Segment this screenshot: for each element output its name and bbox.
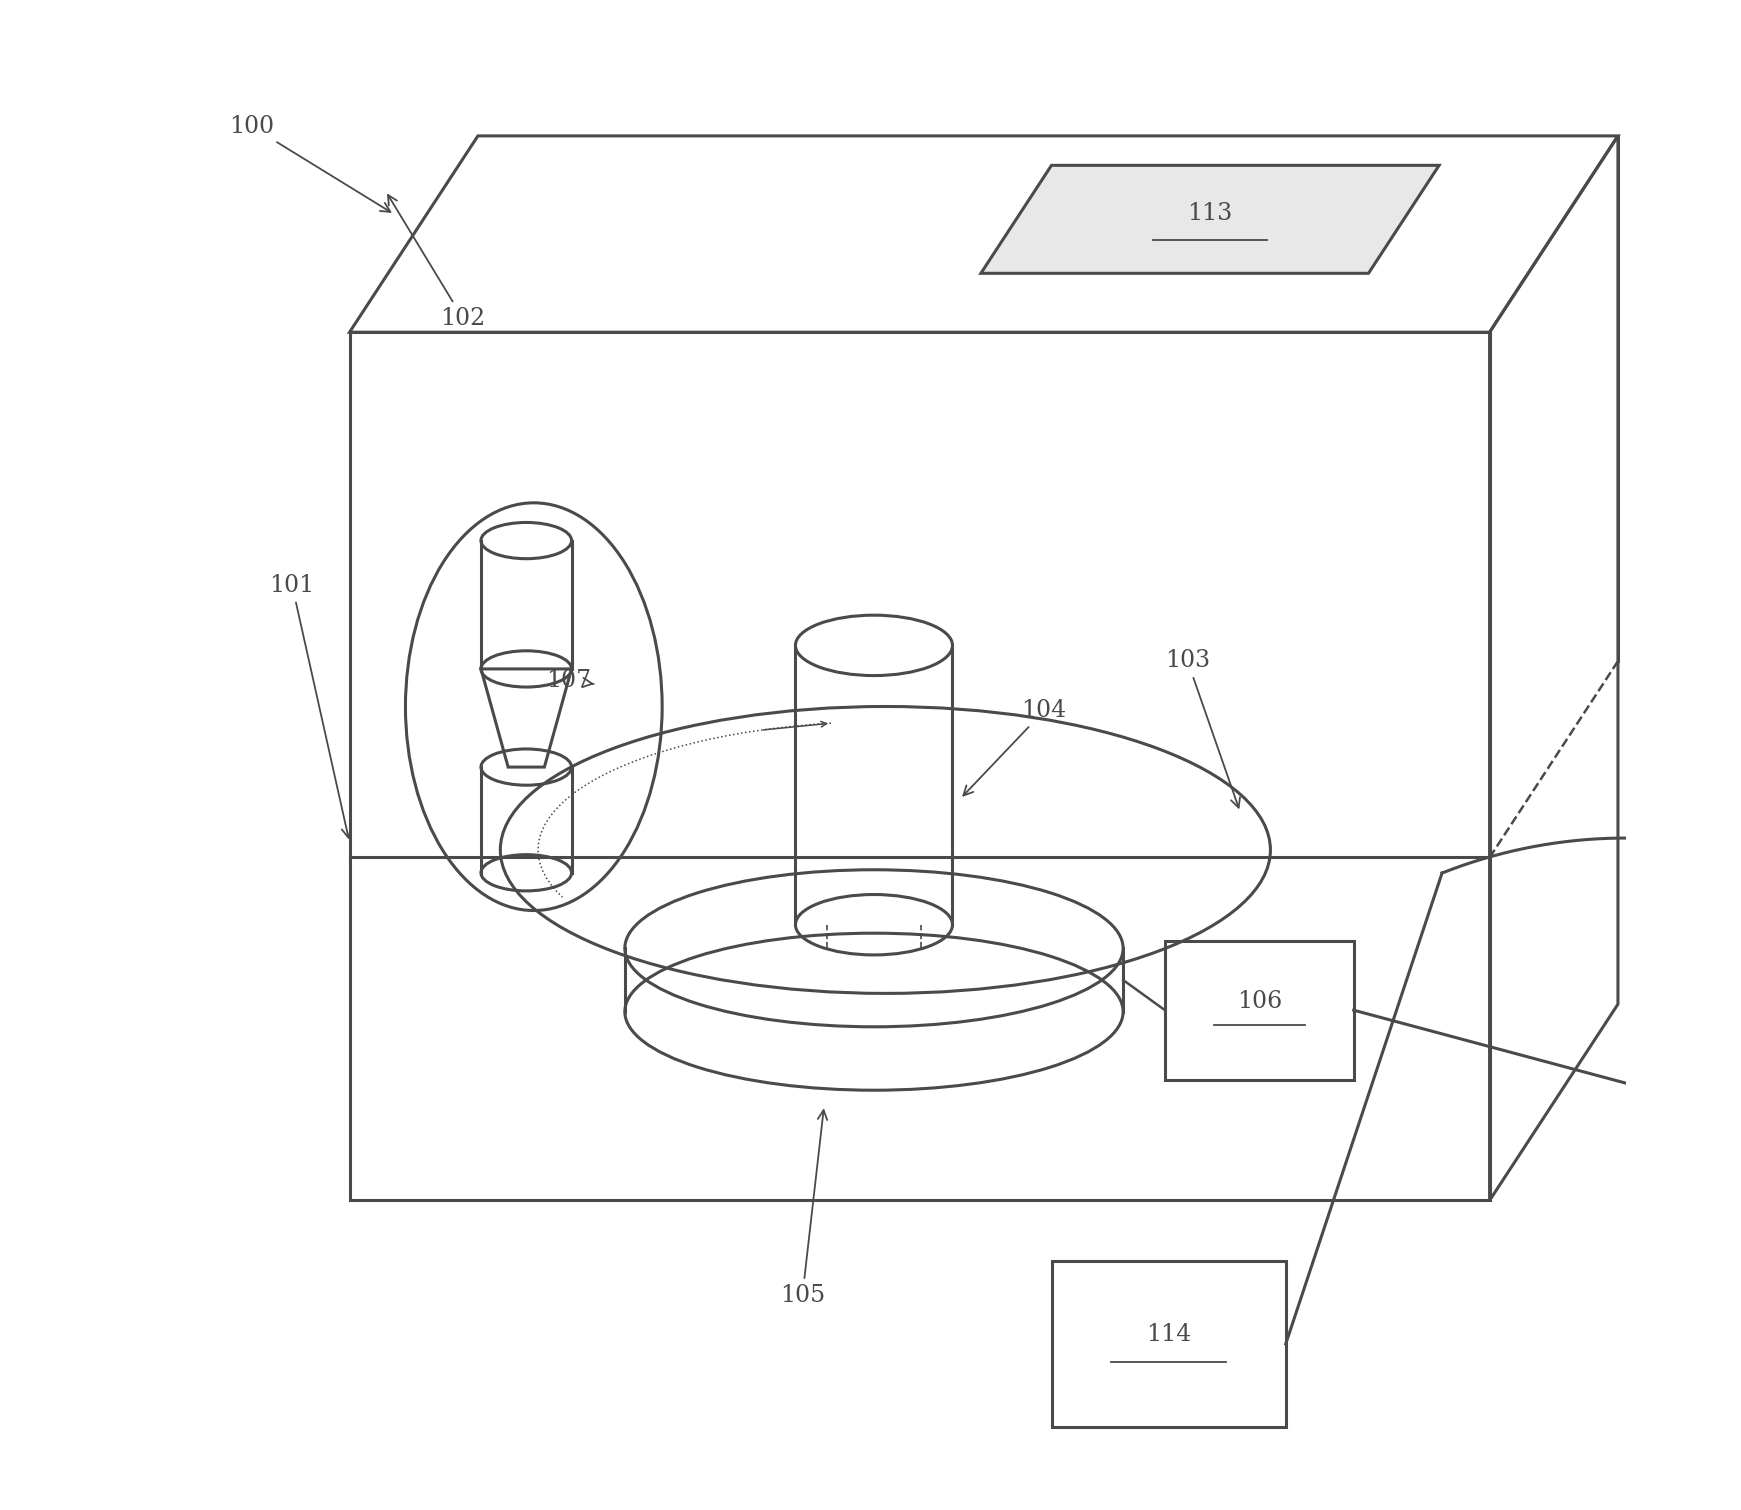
Text: 114: 114	[1146, 1323, 1191, 1347]
Polygon shape	[980, 166, 1440, 273]
Text: 105: 105	[780, 1110, 827, 1306]
Text: 107: 107	[547, 669, 594, 692]
Text: 106: 106	[1236, 989, 1281, 1013]
Text: 100: 100	[228, 115, 390, 211]
Text: 101: 101	[270, 574, 352, 838]
Text: 113: 113	[1187, 202, 1233, 225]
Text: 103: 103	[1165, 649, 1240, 808]
Text: 104: 104	[963, 699, 1067, 796]
Text: 102: 102	[388, 195, 486, 329]
